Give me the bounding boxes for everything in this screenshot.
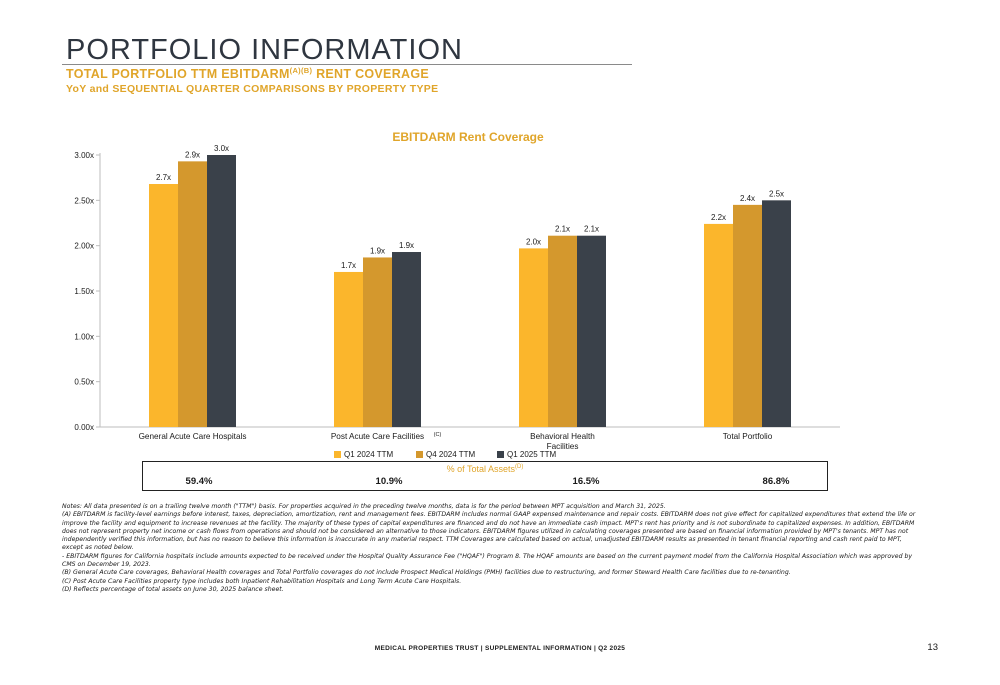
bar <box>207 155 236 427</box>
bar-data-label: 3.0x <box>214 144 229 153</box>
y-tick-label: 0.50x <box>74 378 94 387</box>
y-tick-label: 2.50x <box>74 196 94 205</box>
bar <box>733 204 762 427</box>
bar <box>577 235 606 427</box>
assets-value-post-acute: 10.9% <box>375 476 403 487</box>
bar <box>704 223 733 427</box>
x-tick-label: Facilities <box>547 442 579 451</box>
bar-data-label: 2.7x <box>156 173 171 182</box>
note-b: (B) General Acute Care coverages, Behavi… <box>62 569 791 577</box>
subtitle-main: TOTAL PORTFOLIO TTM EBITDARM <box>66 67 290 82</box>
y-tick-label: 3.00x <box>74 151 94 160</box>
assets-value-behavioral-health: 16.5% <box>572 476 600 487</box>
bar <box>178 161 207 427</box>
bar-data-label: 1.9x <box>370 246 385 255</box>
note-c: (C) Post Acute Care Facilities property … <box>62 577 462 585</box>
bar-data-label: 2.4x <box>740 194 755 203</box>
bar <box>519 248 548 427</box>
y-tick-label: 1.50x <box>74 287 94 296</box>
notes-section: Notes: All data presented is on a traili… <box>62 503 922 594</box>
bar <box>363 257 392 427</box>
page-footer: MEDICAL PROPERTIES TRUST | SUPPLEMENTAL … <box>374 645 626 652</box>
x-tick-label: General Acute Care Hospitals <box>139 432 247 441</box>
legend-label: Q1 2025 TTM <box>507 450 557 459</box>
note-hqaf: - EBITDARM figures for California hospit… <box>62 552 913 569</box>
total-assets-label-superscript: (D) <box>515 464 524 470</box>
note-a: (A) EBITDARM is facility-level earnings … <box>62 511 916 552</box>
note-general: Notes: All data presented is on a traili… <box>62 503 666 510</box>
bar <box>149 184 178 427</box>
legend-swatch <box>497 451 504 458</box>
bar-data-label: 1.7x <box>341 261 356 270</box>
note-d: (D) Reflects percentage of total assets … <box>62 585 284 593</box>
assets-value-total-portfolio: 86.8% <box>762 476 790 487</box>
bar-data-label: 2.2x <box>711 213 726 222</box>
chart-title: EBITDARM Rent Coverage <box>392 130 544 144</box>
bar <box>334 271 363 427</box>
page-number: 13 <box>927 642 938 653</box>
x-tick-label: Post Acute Care Facilities <box>331 432 424 441</box>
legend-swatch <box>334 451 341 458</box>
title-divider <box>62 64 632 65</box>
y-tick-label: 0.00x <box>74 423 94 432</box>
x-tick-label: Total Portfolio <box>723 432 773 441</box>
bar-data-label: 2.5x <box>769 189 784 198</box>
bar <box>392 252 421 427</box>
total-assets-label-text: % of Total Assets <box>446 464 516 474</box>
y-tick-label: 2.00x <box>74 242 94 251</box>
legend-swatch <box>416 451 423 458</box>
subtitle-superscript: (A)(B) <box>289 66 313 75</box>
assets-value-general-acute: 59.4% <box>185 476 213 487</box>
legend-label: Q4 2024 TTM <box>426 450 476 459</box>
total-assets-label: % of Total Assets(D) <box>143 464 827 474</box>
subtitle-tail: RENT COVERAGE <box>312 67 430 82</box>
bar-data-label: 1.9x <box>399 241 414 250</box>
y-tick-label: 1.00x <box>74 332 94 341</box>
bar-data-label: 2.1x <box>584 225 599 234</box>
bar-data-label: 2.0x <box>526 237 541 246</box>
bar <box>548 235 577 427</box>
ebitdarm-bar-chart: 0.00x 0.50x 1.00x 1.50x 2.00x 2.50x 3.00x 2.7x 2… <box>74 144 840 459</box>
bar-data-label: 2.9x <box>185 150 200 159</box>
x-tick-label: Behavioral Health <box>530 432 595 441</box>
x-tick-superscript: (C) <box>434 432 442 438</box>
bar-data-label: 2.1x <box>555 225 570 234</box>
page-subtitle-comparisons: YoY and SEQUENTIAL QUARTER COMPARISONS B… <box>66 83 439 95</box>
page-subtitle: TOTAL PORTFOLIO TTM EBITDARM(A)(B) RENT … <box>66 66 429 81</box>
legend-label: Q1 2024 TTM <box>344 450 394 459</box>
page-title: PORTFOLIO INFORMATION <box>66 34 463 66</box>
total-assets-box: % of Total Assets(D) 59.4% 10.9% 16.5% 8… <box>142 461 828 491</box>
bar <box>762 200 791 427</box>
